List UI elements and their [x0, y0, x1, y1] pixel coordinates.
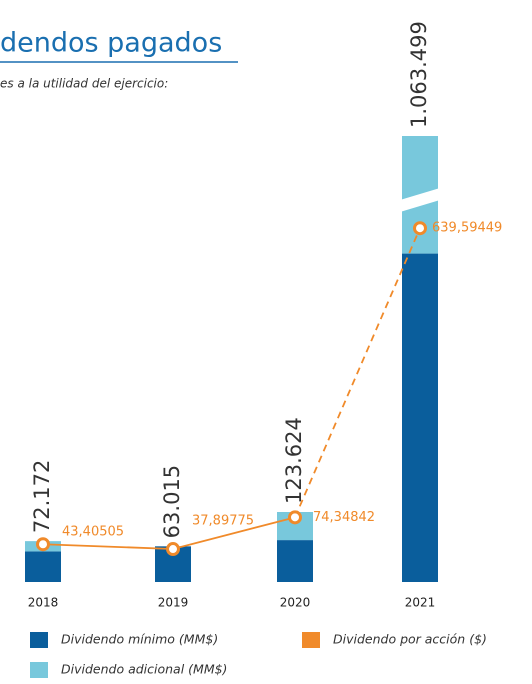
line-dashed: [294, 227, 421, 518]
x-tick-label: 2020: [280, 596, 311, 610]
line-value-label: 639,59449: [432, 221, 502, 236]
line-point: [413, 221, 427, 236]
bar-segment: [402, 253, 438, 583]
axis-break: [400, 188, 440, 212]
x-tick-label: 2021: [405, 596, 436, 610]
x-tick-label: 2018: [28, 596, 59, 610]
legend-label: Dividendo adicional (MM$): [61, 662, 227, 677]
total-label: 63.015: [160, 465, 184, 538]
line-point: [36, 537, 50, 552]
legend-swatch: [302, 632, 320, 648]
line-value-label: 43,40505: [62, 525, 124, 540]
total-label: 123.624: [282, 417, 306, 504]
line-point: [166, 542, 180, 557]
total-label: 72.172: [30, 460, 54, 533]
x-tick-label: 2019: [158, 596, 189, 610]
chart-subtitle: es a la utilidad del ejercicio:: [0, 77, 168, 91]
legend-swatch: [30, 632, 48, 648]
legend-swatch: [30, 662, 48, 678]
line-value-label: 37,89775: [192, 514, 254, 529]
chart-title: dendos pagados: [0, 28, 222, 59]
legend-label: Dividendo por acción ($): [333, 632, 487, 647]
legend-label: Dividendo mínimo (MM$): [61, 632, 218, 647]
bar-segment: [277, 540, 313, 582]
line-point: [288, 510, 302, 525]
line-value-label: 74,34842: [313, 510, 375, 525]
total-label: 1.063.499: [407, 21, 431, 128]
bar-segment: [25, 551, 61, 582]
